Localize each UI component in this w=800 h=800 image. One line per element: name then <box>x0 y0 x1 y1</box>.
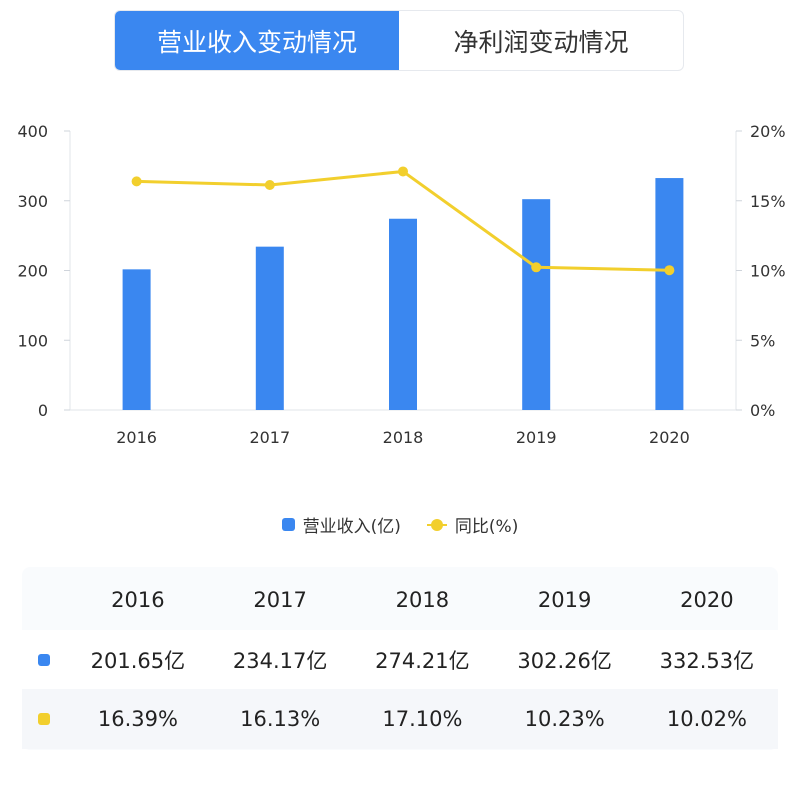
legend-label-yoy: 同比(%) <box>454 516 519 537</box>
table-header-cell: 2017 <box>253 588 307 612</box>
table-cell: 274.21亿 <box>375 649 470 673</box>
y-right-tick-label: 20% <box>750 122 786 141</box>
chart-legend: 营业收入(亿) 同比(%) <box>0 510 800 538</box>
legend-swatch-revenue <box>281 517 295 531</box>
yoy-point <box>531 262 542 273</box>
x-tick-label: 2018 <box>383 428 424 447</box>
table-row-revenue: 201.65亿 234.17亿 274.21亿 302.26亿 332.53亿 <box>22 630 778 690</box>
x-tick-label: 2017 <box>249 428 290 447</box>
y-left-tick-label: 400 <box>17 122 48 141</box>
revenue-marker-icon <box>38 654 51 666</box>
x-tick-label: 2016 <box>116 428 157 447</box>
row-marker <box>22 654 67 666</box>
y-left-tick-label: 100 <box>17 331 48 350</box>
table-cell: 201.65亿 <box>90 649 186 673</box>
bar-revenue <box>122 269 151 410</box>
revenue-combo-chart: 0 100 200 300 400 0% 5% 10% 15% 20% 2016 2017 2018 20… <box>17 122 786 447</box>
table-cell: 16.13% <box>240 707 321 731</box>
bar-revenue <box>389 218 417 410</box>
table-cell: 10.02% <box>666 707 747 731</box>
y-right-tick-label: 0% <box>750 401 775 420</box>
chart-tab-group: 营业收入变动情况 净利润变动情况 <box>114 10 684 71</box>
y-left-tick-label: 300 <box>17 192 48 211</box>
table-cell: 10.23% <box>524 707 605 731</box>
tab-revenue-change[interactable]: 营业收入变动情况 <box>115 11 399 70</box>
bar-revenue <box>522 199 551 410</box>
y-right-tick-label: 15% <box>750 192 786 211</box>
y-right-tick-label: 10% <box>750 262 786 281</box>
yoy-point <box>131 176 142 187</box>
table-header-cell: 2019 <box>537 588 592 612</box>
table-header-row: 2016 2017 2018 2019 2020 <box>22 570 778 630</box>
table-cell: 302.26亿 <box>517 649 612 673</box>
legend-item-yoy[interactable]: 同比(%) <box>426 512 519 537</box>
yoy-marker-icon <box>38 713 51 725</box>
legend-swatch-yoy <box>426 518 447 531</box>
bar-revenue <box>255 246 284 410</box>
bar-revenue <box>655 178 684 410</box>
table-cell: 17.10% <box>382 707 463 731</box>
y-right-tick-label: 5% <box>750 331 775 350</box>
legend-item-revenue[interactable]: 营业收入(亿) <box>281 512 401 537</box>
table-header-cell: 2020 <box>680 588 734 612</box>
y-left-tick-label: 0 <box>38 401 48 420</box>
yoy-point <box>398 166 408 177</box>
y-left-tick-label: 200 <box>17 262 48 281</box>
x-tick-label: 2019 <box>516 428 557 447</box>
yoy-point <box>664 265 675 276</box>
table-cell: 234.17亿 <box>232 649 328 673</box>
data-table: 2016 2017 2018 2019 2020 201.65亿 234.17亿… <box>22 567 778 750</box>
table-cell: 16.39% <box>97 707 178 731</box>
table-header-cell: 2018 <box>395 588 450 612</box>
row-marker <box>22 713 67 725</box>
tab-net-profit-change[interactable]: 净利润变动情况 <box>453 27 629 57</box>
table-header-cell: 2016 <box>111 588 165 612</box>
table-row-yoy: 16.39% 16.13% 17.10% 10.23% 10.02% <box>22 689 778 749</box>
x-tick-label: 2020 <box>649 428 690 447</box>
legend-label-revenue: 营业收入(亿) <box>302 516 401 537</box>
yoy-point <box>264 179 275 190</box>
table-cell: 332.53亿 <box>659 649 755 673</box>
